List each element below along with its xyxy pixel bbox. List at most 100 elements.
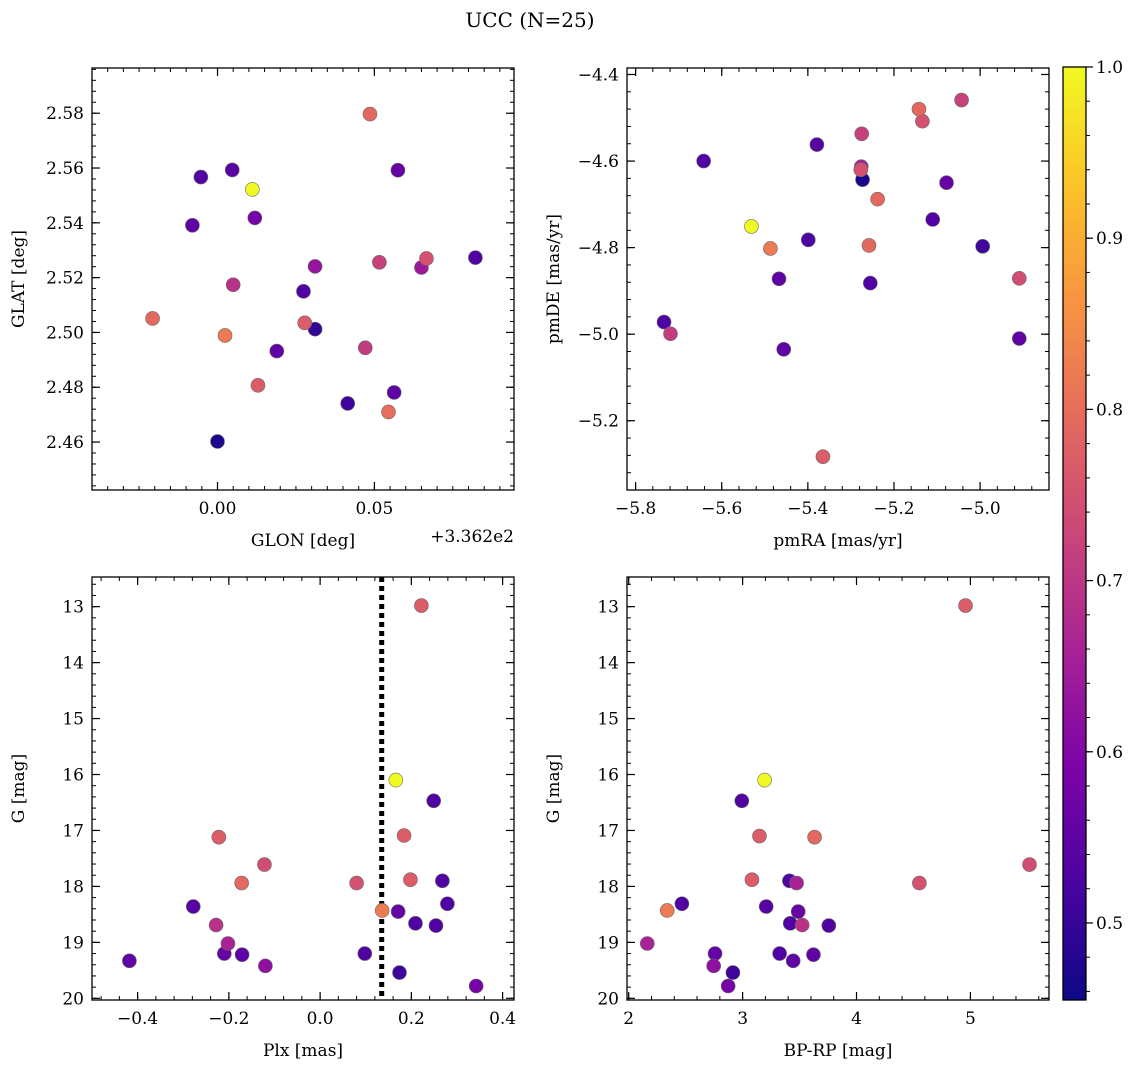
scatter-point — [269, 343, 285, 359]
scatter-point — [392, 965, 407, 980]
colorbar-tick-label: 1.0 — [1096, 58, 1123, 78]
panel-glon-glat: 0.00 0.05 2.46 2.48 2.50 2.52 2.54 2.56 2.58 GLON… — [9, 67, 515, 551]
colorbar-tick-label: 0.5 — [1096, 914, 1123, 934]
scatter-point — [954, 92, 969, 108]
axes-frame — [91, 576, 515, 1001]
scatter-points — [639, 598, 1037, 994]
scatter-point — [821, 918, 837, 933]
x-tick-label: −0.4 — [117, 1009, 158, 1029]
scatter-point — [800, 232, 816, 248]
scatter-point — [809, 137, 825, 152]
scatter-point — [372, 254, 387, 270]
y-tick-label: −5.2 — [578, 412, 619, 432]
scatter-point — [185, 217, 200, 233]
scatter-point — [1011, 271, 1027, 286]
x-axis-label: GLON [deg] — [251, 531, 355, 551]
scatter-point — [674, 896, 690, 912]
x-tick-label: −5.2 — [873, 499, 914, 519]
y-tick-label: 13 — [62, 598, 84, 618]
scatter-point — [185, 899, 201, 914]
scatter-point — [388, 772, 404, 788]
scatter-point — [659, 903, 675, 918]
scatter-point — [861, 238, 877, 253]
scatter-point — [758, 899, 774, 914]
axes-frame — [626, 67, 1050, 491]
colorbar-tick-label: 0.9 — [1096, 229, 1123, 249]
x-tick-label: 0.4 — [489, 1009, 516, 1029]
scatter-point — [208, 917, 224, 933]
scatter-point — [939, 175, 954, 190]
minor-ticks — [627, 68, 1049, 490]
x-tick-label: 0.00 — [199, 499, 237, 519]
scatter-point — [915, 113, 930, 129]
scatter-point — [145, 311, 160, 326]
y-axis-label: G [mag] — [9, 754, 29, 823]
y-tick-label: −4.8 — [578, 239, 619, 259]
colorbar: 0.5 0.6 0.7 0.8 0.9 1.0 — [1062, 58, 1123, 1001]
scatter-point — [217, 328, 233, 343]
scatter-point — [912, 875, 927, 891]
scatter-point — [440, 896, 455, 912]
scatter-point — [297, 315, 313, 331]
scatter-point — [210, 434, 225, 449]
scatter-points — [122, 598, 484, 994]
x-tick-label: −5.6 — [701, 499, 742, 519]
colorbar-tick-label: 0.8 — [1096, 400, 1123, 420]
y-tick-label: 19 — [597, 933, 619, 953]
scatter-point — [707, 946, 723, 961]
scatter-point — [340, 396, 356, 411]
scatter-point — [807, 829, 822, 845]
scatter-point — [362, 106, 378, 122]
scatter-point — [307, 259, 323, 274]
x-tick-label: −0.2 — [208, 1009, 249, 1029]
scatter-point — [396, 828, 412, 843]
y-tick-label: −4.4 — [578, 65, 619, 85]
x-axis-label: pmRA [mas/yr] — [773, 531, 902, 551]
x-tick-label: −5.8 — [615, 499, 656, 519]
x-axis-label: Plx [mas] — [263, 1041, 343, 1061]
scatter-point — [639, 936, 655, 951]
scatter-point — [763, 241, 778, 256]
scatter-point — [744, 872, 760, 888]
y-tick-label: 18 — [597, 877, 619, 897]
panel-bprp-g: 2 3 4 5 13 14 15 16 17 18 19 20 BP-RP [mag] G [mag] — [544, 576, 1050, 1061]
y-tick-label: 2.54 — [46, 214, 84, 234]
scatter-point — [725, 965, 741, 980]
scatter-point — [193, 169, 209, 185]
scatter-point — [381, 404, 396, 420]
x-offset-label: +3.362e2 — [430, 527, 514, 547]
scatter-point — [776, 342, 792, 357]
y-tick-label: −5.0 — [578, 325, 619, 345]
scatter-point — [468, 250, 483, 265]
y-tick-label: −4.6 — [578, 152, 619, 172]
scatter-point — [1011, 331, 1027, 346]
y-tick-label: 2.50 — [46, 323, 84, 343]
scatter-point — [386, 385, 402, 400]
scatter-points — [656, 92, 1027, 464]
minor-ticks — [92, 68, 514, 490]
y-tick-label: 15 — [62, 710, 84, 730]
scatter-point — [428, 918, 444, 933]
y-tick-label: 18 — [62, 877, 84, 897]
colorbar-gradient — [1062, 66, 1087, 1001]
scatter-point — [806, 947, 821, 962]
scatter-point — [696, 153, 711, 169]
scatter-point — [122, 953, 137, 969]
scatter-point — [234, 947, 250, 962]
y-tick-label: 2.56 — [46, 159, 84, 179]
scatter-point — [794, 917, 810, 933]
scatter-point — [789, 875, 804, 891]
scatter-point — [706, 958, 721, 974]
scatter-point — [785, 953, 801, 969]
minor-ticks — [92, 577, 514, 1000]
scatter-point — [862, 275, 878, 291]
scatter-point — [854, 126, 869, 142]
scatter-point — [374, 903, 390, 918]
x-tick-label: −5.0 — [959, 499, 1000, 519]
scatter-point — [435, 873, 450, 889]
axes-frame — [626, 576, 1050, 1001]
scatter-point — [663, 326, 678, 342]
scatter-point — [234, 875, 249, 891]
x-tick-label: 3 — [737, 1009, 748, 1029]
scatter-point — [257, 857, 272, 872]
